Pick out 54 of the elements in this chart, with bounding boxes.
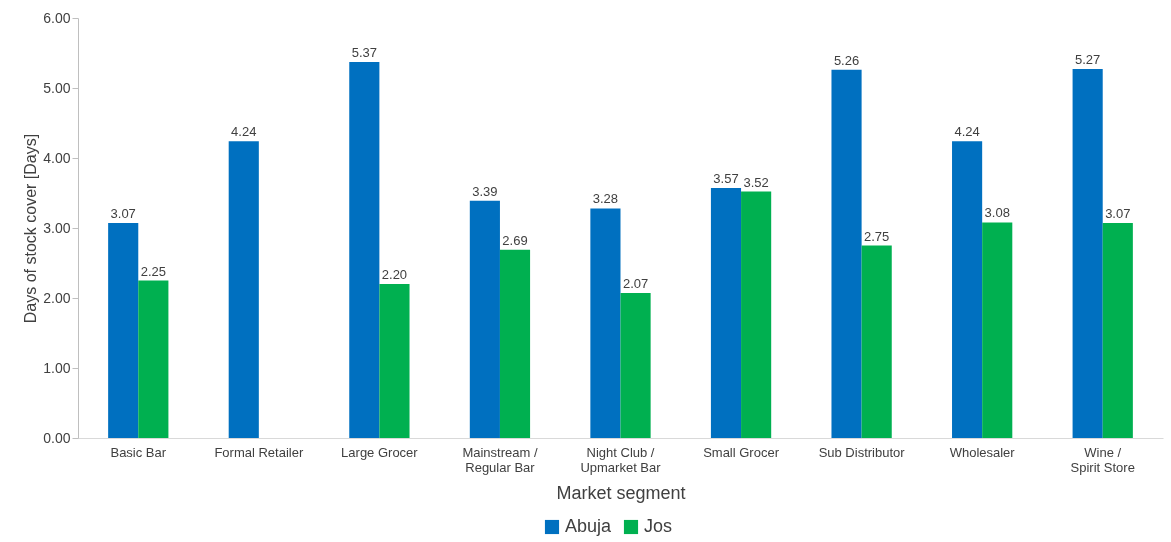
bar — [1102, 223, 1133, 438]
y-axis-title: Days of stock cover [Days] — [22, 133, 40, 324]
bar — [469, 200, 500, 438]
bar — [590, 208, 621, 438]
x-tick-label: Mainstream / Regular Bar — [462, 444, 538, 475]
y-tick-label: 5.00 — [43, 79, 71, 96]
data-label: 3.07 — [1105, 206, 1131, 222]
data-label: 2.07 — [622, 276, 649, 292]
bar — [379, 284, 410, 438]
bar — [952, 141, 983, 438]
bar — [499, 249, 531, 438]
data-label: 3.28 — [592, 191, 619, 207]
y-tick-label: 2.00 — [43, 289, 71, 306]
data-label: 2.75 — [864, 228, 890, 244]
x-axis-title: Market segment — [556, 482, 686, 503]
data-label: 4.24 — [231, 124, 257, 140]
y-tick-label: 3.00 — [43, 219, 71, 236]
bar — [741, 191, 772, 438]
x-tick-label: Basic Bar — [110, 444, 167, 460]
data-label: 3.52 — [743, 174, 769, 190]
x-tick-label: Large Grocer — [341, 444, 419, 460]
data-label: 3.07 — [110, 206, 136, 222]
data-label: 5.27 — [1075, 52, 1101, 68]
data-label: 2.69 — [502, 232, 528, 248]
bar — [1072, 69, 1103, 438]
bar — [861, 245, 892, 438]
data-label: 4.24 — [954, 124, 980, 140]
x-tick-label: Sub Distributor — [818, 444, 906, 460]
y-tick-label: 1.00 — [43, 359, 71, 376]
data-label: 5.26 — [833, 52, 860, 68]
bar — [108, 223, 139, 438]
y-tick-label: 6.00 — [43, 9, 71, 26]
y-tick-label: 0.00 — [43, 429, 71, 446]
x-tick-label: Night Club / Upmarket Bar — [580, 444, 662, 475]
bar — [228, 141, 259, 438]
data-label: 5.37 — [351, 45, 377, 61]
bar — [831, 69, 862, 438]
data-label: 3.57 — [713, 171, 739, 187]
x-tick-label: Small Grocer — [703, 444, 780, 460]
data-label: 2.20 — [381, 267, 408, 282]
x-tick-label: Wine / Spirit Store — [1070, 444, 1135, 475]
bar — [620, 293, 651, 438]
x-tick-label: Wholesaler — [949, 444, 1016, 460]
x-tick-label: Formal Retailer — [214, 444, 304, 460]
y-tick-label: 4.00 — [43, 149, 71, 166]
data-label: 2.25 — [140, 263, 166, 279]
data-label: 3.39 — [472, 183, 498, 199]
legend-label: Abuja — [565, 516, 613, 536]
legend-label: Jos — [644, 516, 673, 536]
bar — [349, 62, 380, 438]
bar — [710, 188, 742, 438]
bar — [982, 222, 1013, 438]
bar — [138, 280, 169, 438]
data-label: 3.08 — [984, 205, 1010, 221]
